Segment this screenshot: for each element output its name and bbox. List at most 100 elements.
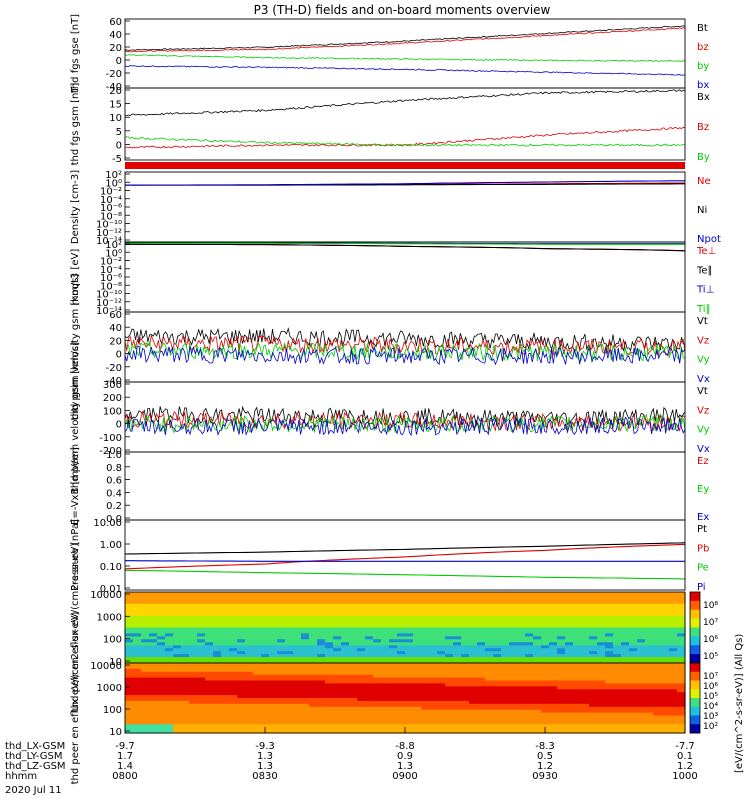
spectrogram-cell — [229, 642, 238, 646]
spectrogram-cell — [317, 645, 326, 649]
spectrogram-cell — [269, 665, 278, 670]
spectrogram-cell — [333, 621, 342, 626]
spectrogram-cell — [421, 595, 430, 599]
spectrogram-cell — [317, 636, 326, 640]
spectrogram-cell — [349, 677, 358, 682]
spectrogram-cell — [581, 683, 590, 687]
spectrogram-cell — [357, 686, 366, 690]
spectrogram-cell — [677, 706, 686, 711]
spectrogram-cell — [653, 642, 662, 646]
spectrogram-cell — [261, 706, 270, 711]
spectrogram-cell — [245, 645, 254, 649]
spectrogram-cell — [293, 597, 302, 602]
spectrogram-cell — [493, 724, 502, 728]
spectrogram-cell — [357, 633, 366, 637]
spectrogram-cell — [557, 715, 566, 719]
spectrogram-cell — [573, 698, 582, 702]
spectrogram-cell — [325, 618, 334, 623]
spectrogram-cell — [269, 689, 278, 693]
spectrogram-cell — [341, 692, 350, 696]
spectrogram-cell — [605, 698, 614, 702]
spectrogram-cell — [349, 639, 358, 643]
spectrogram-cell — [677, 627, 686, 632]
spectrogram-cell — [365, 615, 374, 620]
spectrogram-cell — [493, 624, 502, 629]
spectrogram-cell — [629, 645, 638, 649]
spectrogram-cell — [461, 668, 470, 673]
spectrogram-cell — [437, 721, 446, 725]
y-tick-label: -40 — [106, 376, 122, 387]
spectrogram-cell — [541, 648, 550, 652]
series-line-Pt — [124, 542, 686, 555]
spectrogram-cell — [149, 689, 158, 693]
spectrogram-cell — [261, 603, 270, 608]
spectrogram-cell — [589, 698, 598, 702]
spectrogram-cell — [445, 718, 454, 722]
spectrogram-cell — [509, 654, 518, 658]
spectrogram-cell — [493, 603, 502, 608]
spectrogram-cell — [597, 686, 606, 690]
spectrogram-cell — [389, 615, 398, 620]
spectrogram-cell — [541, 683, 550, 687]
spectrogram-cell — [309, 709, 318, 714]
spectrogram-cell — [221, 677, 230, 682]
spectrogram-cell — [461, 615, 470, 620]
spectrogram-cell — [357, 700, 366, 705]
spectrogram-cell — [197, 592, 206, 596]
spectrogram-cell — [381, 724, 390, 728]
spectrogram-cell — [477, 683, 486, 687]
spectrogram-cell — [245, 686, 254, 690]
spectrogram-cell — [245, 592, 254, 596]
spectrogram-cell — [333, 609, 342, 614]
spectrogram-cell — [309, 648, 318, 652]
y-tick-label: 15 — [109, 100, 122, 111]
spectrogram-cell — [621, 671, 630, 676]
spectrogram-cell — [173, 618, 182, 623]
spectrogram-cell — [421, 712, 430, 717]
spectrogram-cell — [661, 715, 670, 719]
spectrogram-cell — [141, 600, 150, 605]
spectrogram-cell — [509, 665, 518, 670]
spectrogram-cell — [453, 597, 462, 602]
spectrogram-cell — [189, 730, 198, 734]
spectrogram-cell — [653, 703, 662, 708]
spectrogram-cell — [317, 624, 326, 629]
spectrogram-cell — [365, 724, 374, 728]
spectrogram-cell — [405, 612, 414, 617]
spectrogram-cell — [445, 686, 454, 690]
spectrogram-cell — [461, 609, 470, 614]
spectrogram-cell — [557, 665, 566, 670]
spectrogram-cell — [141, 721, 150, 725]
spectrogram-cell — [565, 700, 574, 705]
spectrogram-cell — [677, 630, 686, 635]
spectrogram-cell — [237, 636, 246, 640]
spectrogram-cell — [261, 651, 270, 655]
spectrogram-cell — [621, 703, 630, 708]
spectrogram-cell — [309, 671, 318, 676]
spectrogram-cell — [237, 695, 246, 699]
spectrogram-cell — [477, 624, 486, 629]
spectrogram-cell — [653, 600, 662, 605]
spectrogram-cell — [301, 686, 310, 690]
spectrogram-cell — [565, 665, 574, 670]
spectrogram-cell — [525, 624, 534, 629]
spectrogram-cell — [677, 636, 686, 640]
spectrogram-cell — [629, 689, 638, 693]
spectrogram-cell — [213, 724, 222, 728]
spectrogram-cell — [445, 721, 454, 725]
spectrogram-cell — [149, 595, 158, 599]
spectrogram-cell — [253, 657, 262, 661]
spectrogram-cell — [629, 636, 638, 640]
spectrogram-cell — [421, 695, 430, 699]
spectrogram-cell — [669, 715, 678, 719]
spectrogram-cell — [149, 645, 158, 649]
spectrogram-cell — [477, 654, 486, 658]
spectrogram-cell — [285, 621, 294, 626]
spectrogram-cell — [269, 621, 278, 626]
spectrogram-cell — [189, 663, 198, 667]
spectrogram-cell — [133, 700, 142, 705]
spectrogram-cell — [429, 698, 438, 702]
